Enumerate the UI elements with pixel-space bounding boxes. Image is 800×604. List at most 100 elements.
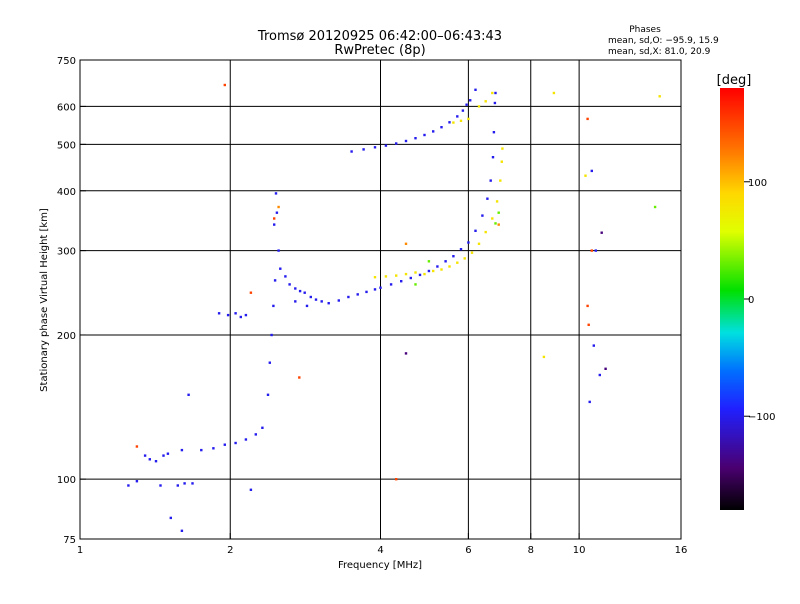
data-point (162, 454, 165, 457)
data-point (489, 179, 492, 182)
data-point (658, 95, 661, 98)
data-point (135, 480, 139, 483)
data-point (491, 91, 494, 95)
data-point (244, 438, 248, 441)
data-point (288, 283, 291, 286)
data-point (467, 241, 470, 244)
data-point (249, 291, 253, 294)
y-tick-label: 400 (57, 187, 76, 198)
data-points (127, 83, 661, 532)
data-point (592, 344, 595, 347)
data-point (277, 249, 280, 252)
data-point (444, 260, 447, 263)
data-point (373, 276, 377, 279)
data-point (452, 121, 455, 124)
data-point (463, 257, 466, 260)
data-point (432, 130, 435, 133)
data-point (159, 484, 162, 487)
data-point (467, 117, 470, 121)
data-point (400, 280, 403, 283)
data-point (604, 367, 607, 370)
data-point (234, 312, 237, 315)
data-point (239, 315, 242, 319)
data-point (588, 400, 591, 404)
data-point (494, 91, 497, 95)
data-point (477, 105, 481, 108)
data-point (356, 293, 359, 296)
data-point (590, 249, 593, 252)
data-point (234, 441, 237, 445)
data-point (212, 447, 215, 450)
data-point (373, 288, 377, 291)
data-point (600, 231, 603, 234)
data-point (347, 295, 350, 299)
colorbar-tick-label: 0 (748, 295, 754, 306)
data-point (427, 260, 431, 263)
x-tick-label: 6 (465, 545, 471, 556)
data-point (273, 279, 277, 282)
y-tick-label: 200 (57, 331, 76, 342)
x-axis: 1 2 4 6 8 10 16 (77, 533, 688, 556)
data-point (249, 488, 253, 491)
data-point (191, 482, 194, 485)
x-tick-label: 16 (675, 545, 688, 556)
data-point (456, 115, 459, 118)
data-point (418, 273, 422, 277)
data-point (423, 272, 426, 276)
colorbar-tick-label: −100 (748, 412, 775, 423)
data-point (384, 144, 388, 147)
data-point (305, 304, 309, 308)
data-point (584, 174, 587, 177)
data-point (459, 248, 463, 251)
data-point (395, 478, 398, 481)
data-point (586, 304, 589, 308)
x-tick-label: 4 (377, 545, 383, 556)
plot-area (79, 59, 682, 540)
data-point (495, 200, 499, 203)
data-point (384, 275, 388, 278)
data-point (484, 230, 487, 234)
data-point (594, 249, 597, 252)
data-point (169, 516, 172, 520)
data-point (448, 265, 451, 268)
data-point (440, 126, 443, 129)
data-point (254, 433, 257, 436)
data-point (432, 269, 435, 273)
data-point (404, 139, 408, 143)
data-point (309, 295, 312, 299)
data-point (277, 205, 280, 209)
x-tick-label: 8 (528, 545, 534, 556)
data-point (497, 211, 500, 214)
data-point (493, 101, 497, 105)
data-point (273, 217, 276, 220)
data-point (414, 137, 417, 140)
data-point (598, 373, 601, 377)
colorbar-unit: [deg] (717, 73, 752, 88)
data-point (337, 299, 340, 302)
data-point (273, 223, 276, 226)
data-point (298, 376, 301, 379)
data-point (180, 529, 184, 532)
data-point (436, 265, 439, 268)
data-point (414, 271, 417, 274)
x-axis-label: Frequency [MHz] (338, 560, 422, 571)
data-point (486, 197, 489, 200)
phase-stats-x: mean, sd,X: 81.0, 20.9 (608, 47, 711, 57)
data-point (176, 484, 179, 487)
data-point (320, 300, 323, 303)
data-point (389, 283, 393, 286)
data-point (587, 323, 590, 326)
data-point (187, 393, 190, 396)
data-point (272, 304, 275, 308)
data-point (499, 179, 502, 182)
data-point (461, 109, 465, 112)
data-point (474, 229, 477, 232)
data-point (542, 355, 546, 359)
y-tick-label: 75 (63, 535, 76, 546)
data-point (294, 300, 297, 303)
data-point (500, 160, 503, 163)
y-tick-label: 300 (57, 247, 76, 258)
colorbar-ticks: 100 0 −100 (744, 178, 775, 423)
data-point (223, 443, 226, 446)
